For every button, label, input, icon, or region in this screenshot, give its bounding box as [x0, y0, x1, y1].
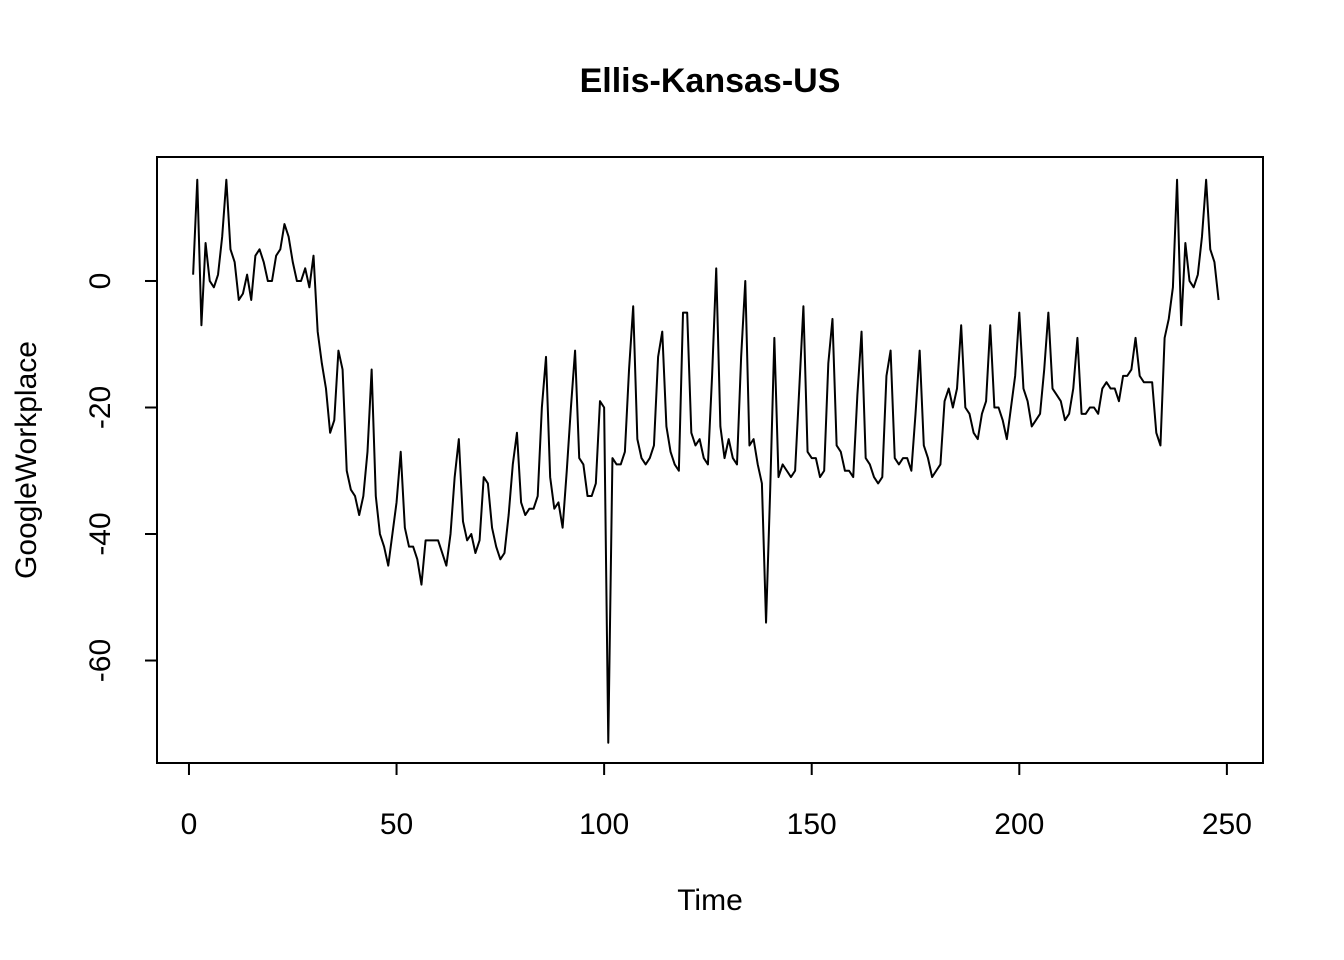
x-tick-label: 50: [380, 808, 413, 841]
y-tick-label: 0: [84, 273, 117, 290]
x-tick-label: 200: [994, 808, 1044, 841]
series-line: [192, 178, 1220, 744]
x-axis: 0 50 100 150 200 250: [181, 762, 1252, 841]
x-tick-label: 0: [181, 808, 198, 841]
x-tick-label: 150: [787, 808, 837, 841]
y-axis-label: GoogleWorkplace: [10, 341, 43, 579]
x-tick-label: 250: [1202, 808, 1252, 841]
y-tick-label: -60: [84, 639, 117, 682]
y-tick-label: -20: [84, 386, 117, 429]
chart-title: Ellis-Kansas-US: [580, 62, 841, 100]
y-tick-label: -40: [84, 512, 117, 555]
x-axis-label: Time: [677, 884, 743, 917]
plot-frame: [156, 156, 1264, 764]
y-axis: 0 -20 -40 -60: [84, 273, 158, 682]
x-tick-label: 100: [579, 808, 629, 841]
